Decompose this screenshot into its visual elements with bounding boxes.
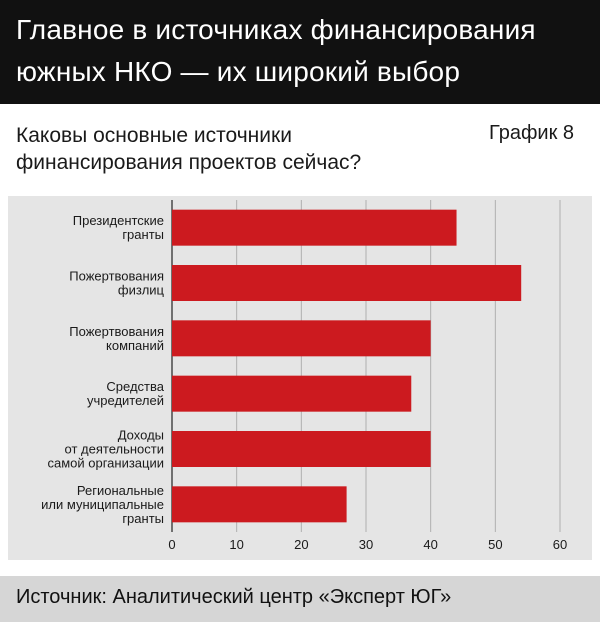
title-line-1: Главное в источниках финансирования [16, 14, 536, 45]
category-label-line: от деятельности [65, 442, 164, 457]
category-label-line: Региональные [77, 483, 164, 498]
category-label-3: Средства учредителей [87, 379, 165, 408]
category-label-1: Пожертвования физлиц [69, 269, 164, 298]
bar-3 [172, 375, 412, 412]
x-tick-label-1: 10 [229, 537, 243, 552]
x-tick-label-5: 50 [488, 537, 502, 552]
category-label-5: Региональные или муниципальные гранты [41, 483, 164, 526]
source-note: Источник: Аналитический центр «Эксперт Ю… [16, 586, 452, 608]
category-label-line: самой организации [47, 456, 164, 471]
category-label-line: Президентские [73, 213, 164, 228]
title-line-2: южных НКО — их широкий выбор [16, 56, 461, 87]
category-label-line: Пожертвования [69, 324, 164, 339]
category-label-4: Доходы от деятельности самой организации [47, 428, 164, 471]
bar-5 [172, 486, 347, 523]
category-label-line: гранты [122, 511, 164, 526]
category-label-line: или муниципальные [41, 497, 164, 512]
x-tick-label-6: 60 [553, 537, 567, 552]
footer: Источник: Аналитический центр «Эксперт Ю… [0, 576, 600, 622]
question-line-2: финансирования проектов сейчас? [16, 151, 362, 174]
question-line-1: Каковы основные источники [16, 124, 292, 147]
x-tick-label-4: 40 [423, 537, 437, 552]
category-label-line: учредителей [87, 393, 164, 408]
bar-4 [172, 431, 431, 467]
x-tick-label-3: 30 [359, 537, 373, 552]
category-label-line: компаний [106, 338, 164, 353]
title-banner: Главное в источниках финансирования южны… [0, 0, 600, 104]
category-label-2: Пожертвования компаний [69, 324, 164, 353]
category-label-line: Пожертвования [69, 269, 164, 284]
category-label-0: Президентские гранты [73, 213, 164, 242]
category-label-line: Средства [106, 379, 164, 394]
figure-label: График 8 [488, 122, 574, 144]
bar-2 [172, 320, 431, 357]
x-tick-label-2: 20 [294, 537, 308, 552]
x-tick-label-0: 0 [168, 537, 175, 552]
bar-1 [172, 265, 522, 301]
chart-question: Каковы основные источники финансирования… [16, 122, 436, 176]
category-label-line: физлиц [118, 283, 165, 298]
category-label-line: Доходы [118, 428, 164, 443]
category-label-line: гранты [122, 227, 164, 242]
bar-0 [172, 209, 457, 246]
